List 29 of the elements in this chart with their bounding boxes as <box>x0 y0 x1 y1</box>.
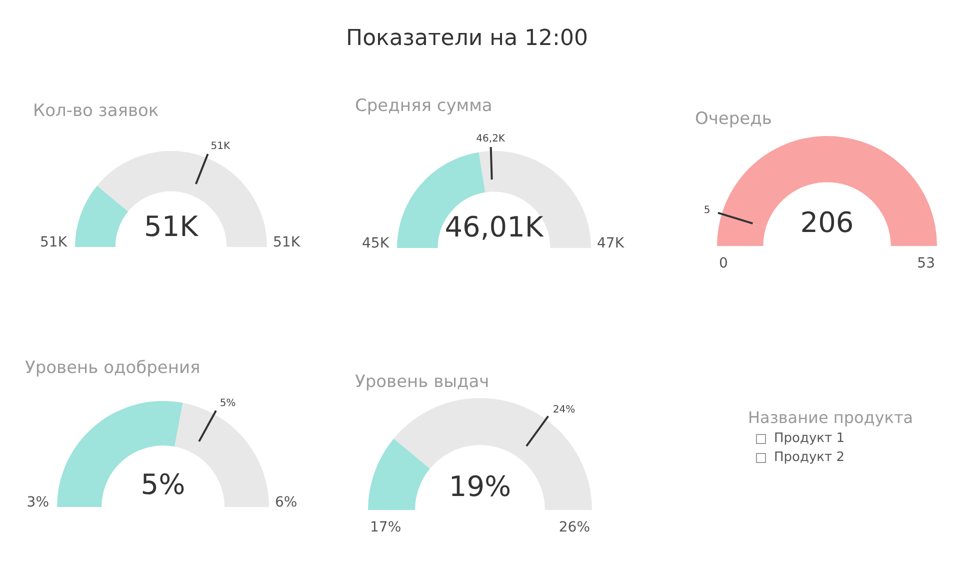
chart-title: Средняя сумма <box>355 96 492 116</box>
text: 17% <box>370 520 402 536</box>
text: 51K <box>144 210 199 243</box>
text: 5 <box>704 205 710 216</box>
text: Показатели на 12:00 <box>345 26 589 51</box>
text: 206 <box>800 206 854 240</box>
text: 47K <box>597 236 625 252</box>
text: 24% <box>552 404 576 416</box>
text: 0 <box>719 256 728 272</box>
text: 6% <box>275 494 298 511</box>
text: 51K <box>273 234 301 251</box>
text: Продукт 1 <box>774 431 844 446</box>
text: 51K <box>40 234 68 251</box>
text: 53 <box>917 256 935 272</box>
text: 3% <box>26 494 49 511</box>
text: 46,2K <box>476 134 506 145</box>
text: 26% <box>558 520 590 536</box>
text: 46,01K <box>444 210 544 244</box>
text: 19% <box>448 470 512 503</box>
text: Название продукта <box>748 408 914 427</box>
text: Продукт 2 <box>774 450 844 465</box>
text: 5% <box>140 468 186 501</box>
text: 51K <box>210 141 230 152</box>
text: 5% <box>220 398 236 410</box>
chart-title: Уровень выдач <box>355 372 490 392</box>
chart-title: Кол-во заявок <box>33 101 159 121</box>
chart-title: Очередь <box>695 109 772 129</box>
chart-title: Уровень одобрения <box>25 358 200 378</box>
text: 45K <box>362 236 390 252</box>
